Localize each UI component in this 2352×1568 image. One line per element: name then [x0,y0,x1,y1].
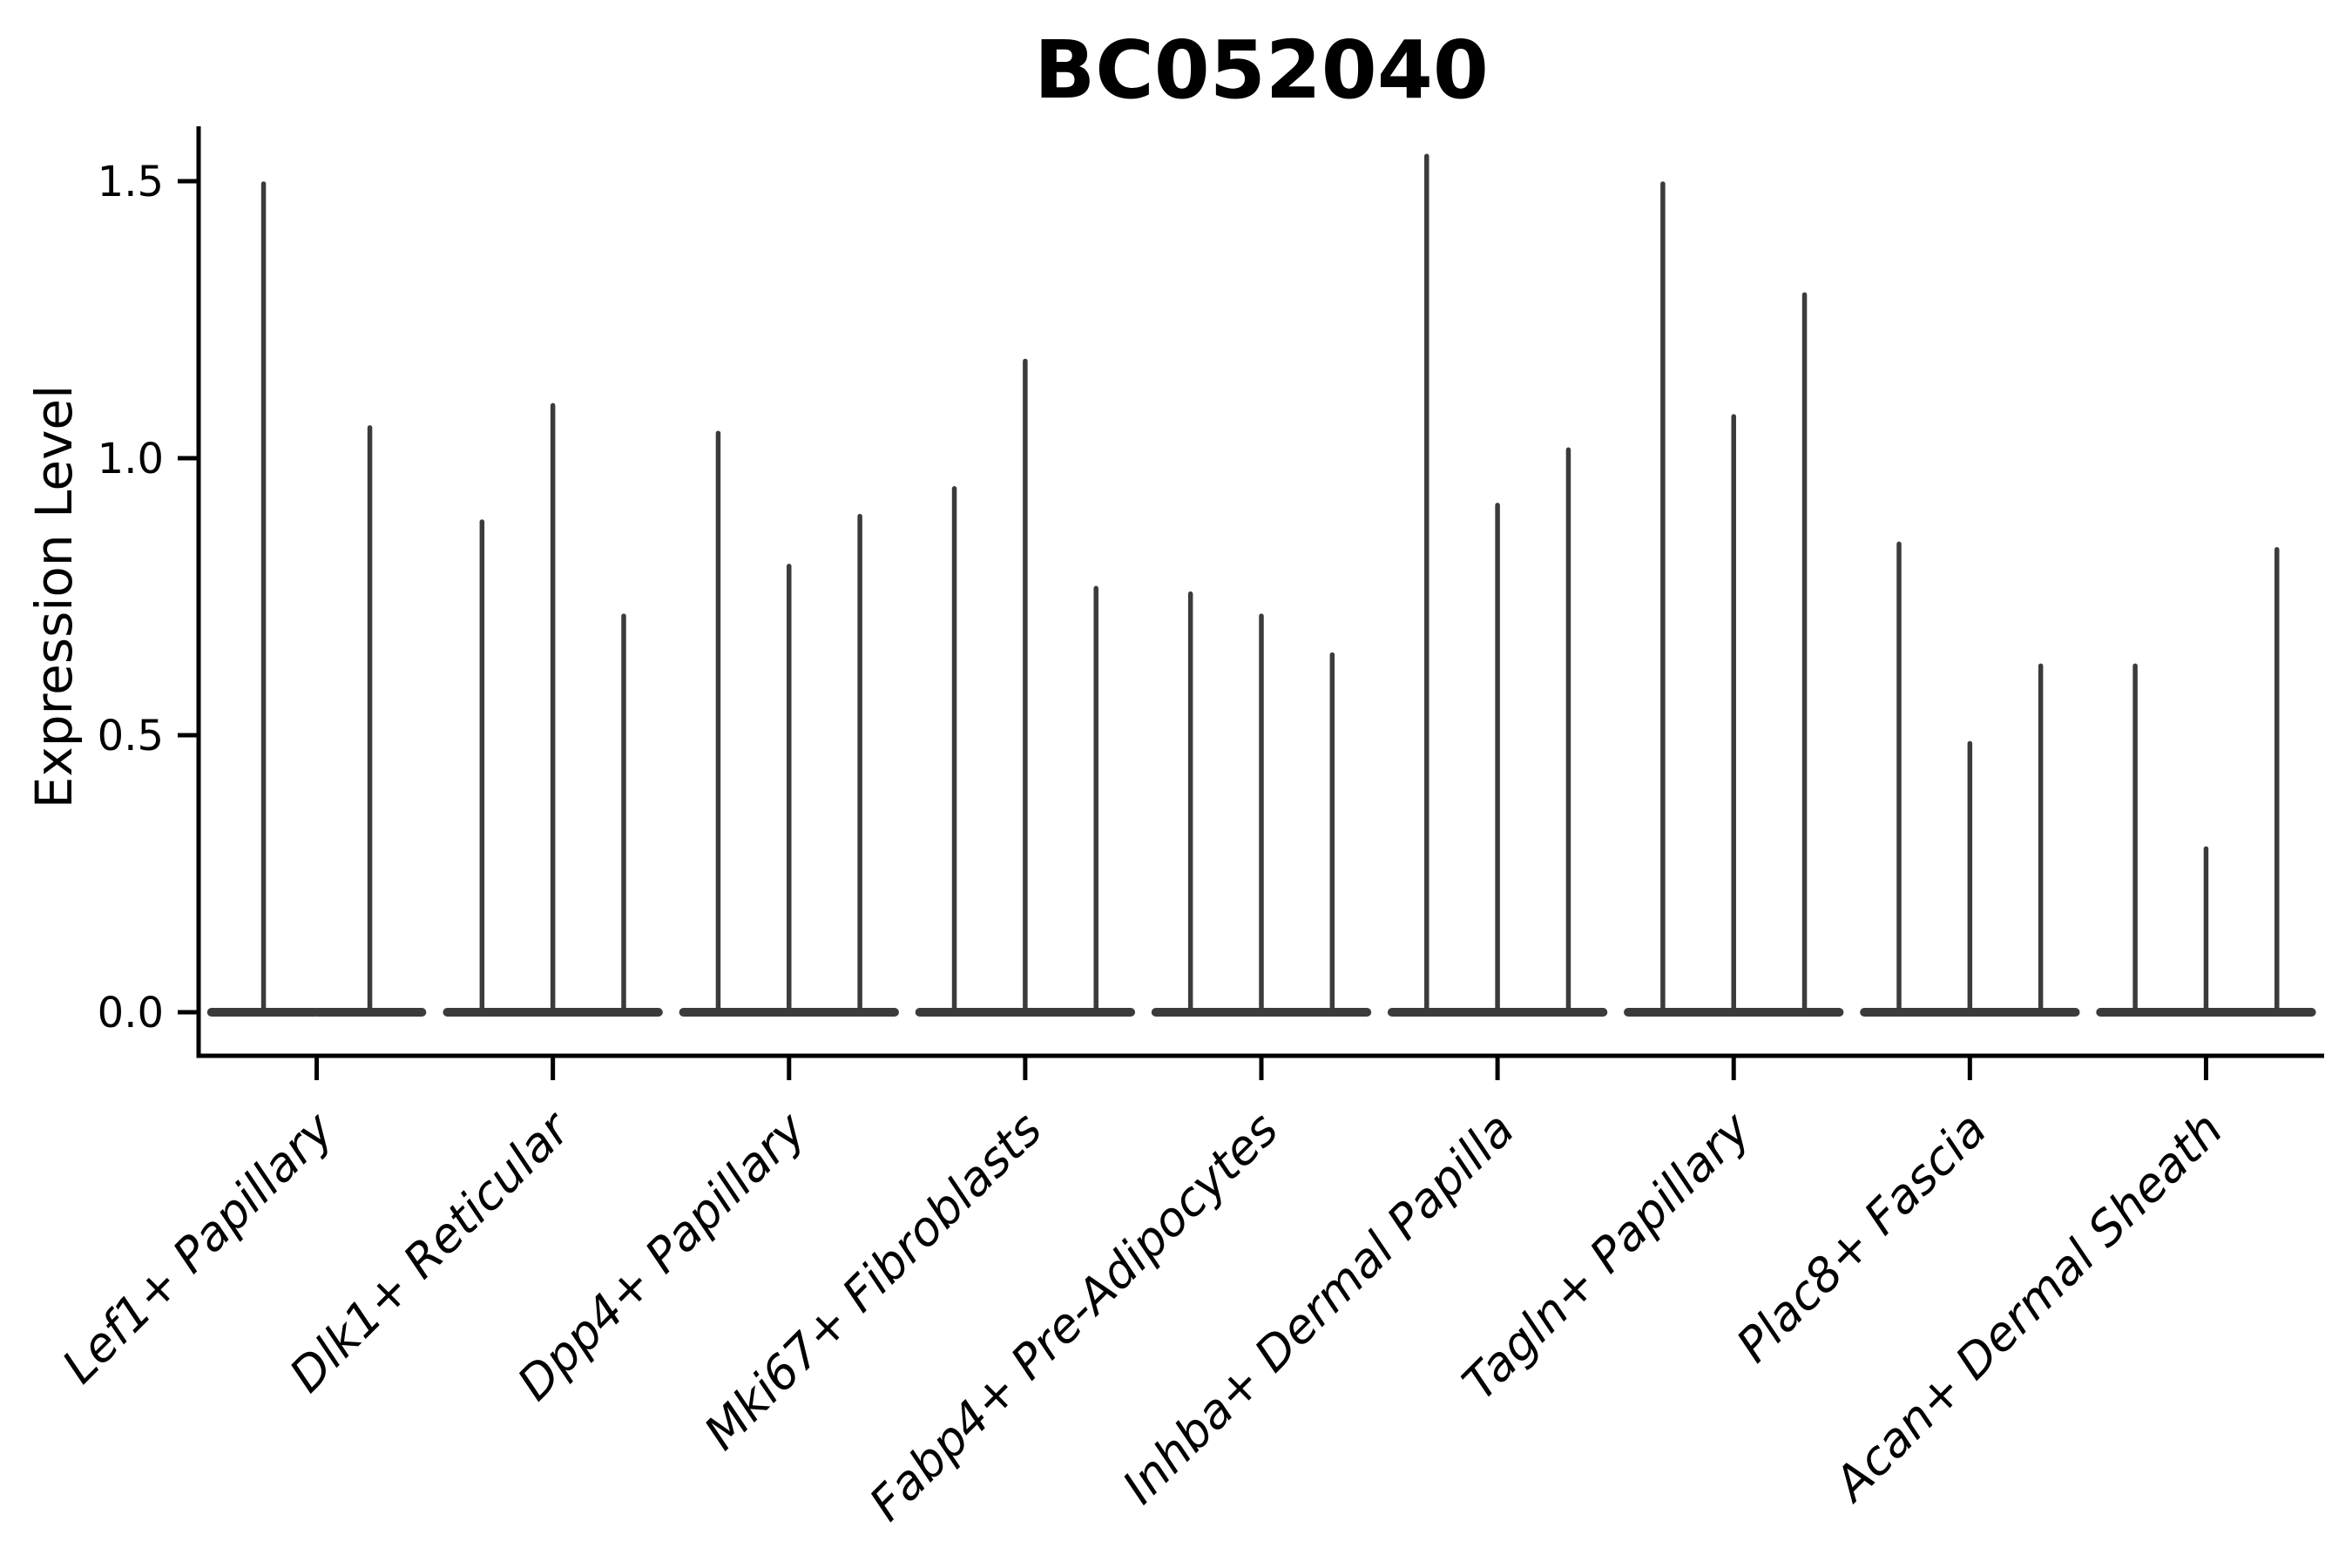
y-axis-ticks: 0.0 0.5 1.0 1.5 [98,158,199,1037]
chart-title: BC052040 [1034,24,1489,117]
violin-group [1387,153,1608,1017]
y-tick-label: 0.5 [98,712,164,760]
x-tick-label: Inhba+ Dermal Papilla [1112,1102,1524,1515]
violin-group [1860,541,2080,1017]
x-tick-label: Plac8+ Fascia [1726,1102,1997,1373]
y-tick-label: 1.5 [98,158,164,206]
violin-group [1151,591,1372,1017]
violin-series [206,153,2316,1017]
y-tick-label: 1.0 [98,435,164,483]
x-tick-label: Acan+ Dermal Sheath [1822,1102,2234,1513]
violin-group [443,402,663,1017]
violin-group [679,430,899,1017]
y-tick-label: 0.0 [98,989,164,1037]
x-tick-label: Fabp4+ Pre-Adipocytes [859,1102,1288,1531]
violin-group [206,181,427,1017]
violin-group [915,358,1136,1017]
y-axis-label: Expression Level [24,385,84,808]
violin-group [1624,181,1844,1017]
violin-group [2096,547,2316,1017]
